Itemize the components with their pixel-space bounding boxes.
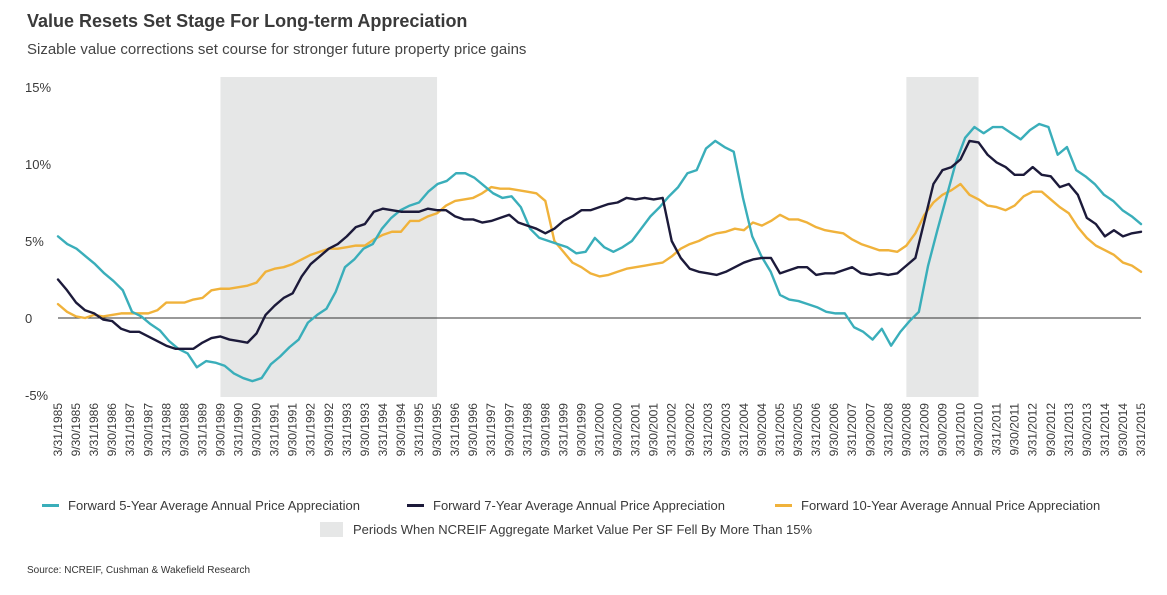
x-tick-label: 3/31/2012 [1026, 403, 1040, 457]
x-tick-label: 3/31/1987 [123, 403, 137, 457]
x-tick-label: 9/30/2003 [719, 403, 733, 457]
x-tick-label: 9/30/2011 [1008, 403, 1022, 456]
x-tick-label: 3/31/2003 [701, 403, 715, 457]
y-tick-label: -5% [25, 388, 49, 403]
series-lines [56, 122, 1143, 383]
x-tick-label: 3/31/2007 [845, 403, 859, 457]
x-tick-label: 9/30/1992 [322, 403, 336, 457]
x-tick-label: 9/30/1986 [105, 403, 119, 457]
legend-item-fwd5: Forward 5-Year Average Annual Price Appr… [42, 498, 360, 513]
x-tick-label: 3/31/1986 [87, 403, 101, 457]
chart-subtitle: Sizable value corrections set course for… [27, 41, 527, 58]
x-tick-label: 3/31/1988 [159, 403, 173, 457]
x-tick-label: 3/31/2000 [593, 403, 607, 457]
line-chart: 15% 10% 5% 0 -5% 3/31/1985 9/30/1985 3/31/1986… [25, 77, 1148, 457]
legend-swatch-shaded [320, 522, 343, 537]
x-tick-label: 9/30/1987 [141, 403, 155, 457]
legend-label-fwd5: Forward 5-Year Average Annual Price Appr… [68, 498, 360, 513]
legend-item-fwd7: Forward 7-Year Average Annual Price Appr… [407, 498, 725, 513]
x-tick-label: 3/31/1996 [448, 403, 462, 457]
y-tick-label: 15% [25, 80, 51, 95]
x-tick-label: 3/31/1985 [51, 403, 65, 457]
shaded-period-1 [220, 77, 438, 397]
x-tick-label: 3/31/1998 [520, 403, 534, 457]
x-tick-label: 3/31/2015 [1134, 403, 1148, 457]
x-tick-label: 9/30/1991 [286, 403, 300, 457]
x-tick-label: 9/30/2008 [899, 403, 913, 457]
x-tick-label: 3/31/1997 [484, 403, 498, 457]
x-tick-label: 3/31/1991 [268, 403, 282, 457]
x-tick-label: 9/30/1999 [574, 403, 588, 457]
y-tick-label: 10% [25, 157, 51, 172]
legend-label-fwd10: Forward 10-Year Average Annual Price App… [801, 498, 1101, 513]
legend-swatch-fwd7 [407, 504, 424, 507]
shaded-periods [220, 77, 979, 397]
x-tick-label: 9/30/2007 [863, 403, 877, 457]
series-line-fwd7 [56, 139, 1143, 350]
x-tick-label: 9/30/1996 [466, 403, 480, 457]
x-tick-label: 3/31/2001 [629, 403, 643, 457]
x-tick-label: 9/30/1989 [213, 403, 227, 457]
x-axis: 3/31/1985 9/30/1985 3/31/1986 9/30/1986 3/31… [51, 403, 1148, 457]
x-tick-label: 9/30/2000 [611, 403, 625, 457]
legend-item-shaded: Periods When NCREIF Aggregate Market Val… [320, 522, 812, 537]
y-tick-label: 5% [25, 234, 44, 249]
x-tick-label: 9/30/2010 [972, 403, 986, 457]
y-tick-label: 0 [25, 311, 32, 326]
x-tick-label: 9/30/1998 [538, 403, 552, 457]
legend-item-fwd10: Forward 10-Year Average Annual Price App… [775, 498, 1100, 513]
source-note: Source: NCREIF, Cushman & Wakefield Rese… [27, 565, 251, 576]
x-tick-label: 3/31/2009 [917, 403, 931, 457]
x-tick-label: 9/30/1997 [502, 403, 516, 457]
x-tick-label: 3/31/1993 [340, 403, 354, 457]
x-tick-label: 9/30/2013 [1080, 403, 1094, 457]
x-tick-label: 9/30/2005 [791, 403, 805, 457]
x-tick-label: 9/30/1985 [69, 403, 83, 457]
x-tick-label: 3/31/2010 [954, 403, 968, 457]
y-axis: 15% 10% 5% 0 -5% [25, 80, 51, 403]
x-tick-label: 9/30/1988 [177, 403, 191, 457]
legend-swatch-fwd5 [42, 504, 59, 507]
shaded-period-2 [906, 77, 979, 397]
series-line-fwd10 [56, 182, 1143, 320]
x-tick-label: 9/30/2004 [755, 403, 769, 457]
x-tick-label: 3/31/2002 [665, 403, 679, 457]
x-tick-label: 9/30/1995 [430, 403, 444, 457]
legend-label-fwd7: Forward 7-Year Average Annual Price Appr… [433, 498, 725, 513]
legend-label-shaded: Periods When NCREIF Aggregate Market Val… [353, 522, 813, 537]
x-tick-label: 3/31/2008 [881, 403, 895, 457]
x-tick-label: 9/30/2002 [683, 403, 697, 457]
x-tick-label: 3/31/1999 [556, 403, 570, 457]
x-tick-label: 9/30/1993 [358, 403, 372, 457]
x-tick-label: 3/31/2005 [773, 403, 787, 457]
x-tick-label: 3/31/2011 [990, 403, 1004, 456]
x-tick-label: 3/31/1994 [376, 403, 390, 457]
legend-swatch-fwd10 [775, 504, 792, 507]
x-tick-label: 9/30/1990 [250, 403, 264, 457]
x-tick-label: 9/30/2014 [1116, 403, 1130, 457]
x-tick-label: 3/31/2004 [737, 403, 751, 457]
x-tick-label: 3/31/1990 [232, 403, 246, 457]
x-tick-label: 9/30/2006 [827, 403, 841, 457]
x-tick-label: 3/31/2014 [1098, 403, 1112, 457]
x-tick-label: 9/30/2009 [935, 403, 949, 457]
x-tick-label: 9/30/2012 [1044, 403, 1058, 457]
x-tick-label: 3/31/1995 [412, 403, 426, 457]
x-tick-label: 3/31/1992 [304, 403, 318, 457]
x-tick-label: 3/31/1989 [195, 403, 209, 457]
x-tick-label: 3/31/2006 [809, 403, 823, 457]
x-tick-label: 9/30/1994 [394, 403, 408, 457]
chart-title: Value Resets Set Stage For Long-term App… [27, 11, 468, 31]
x-tick-label: 3/31/2013 [1062, 403, 1076, 457]
series-line-fwd5 [56, 122, 1143, 383]
x-tick-label: 9/30/2001 [647, 403, 661, 457]
